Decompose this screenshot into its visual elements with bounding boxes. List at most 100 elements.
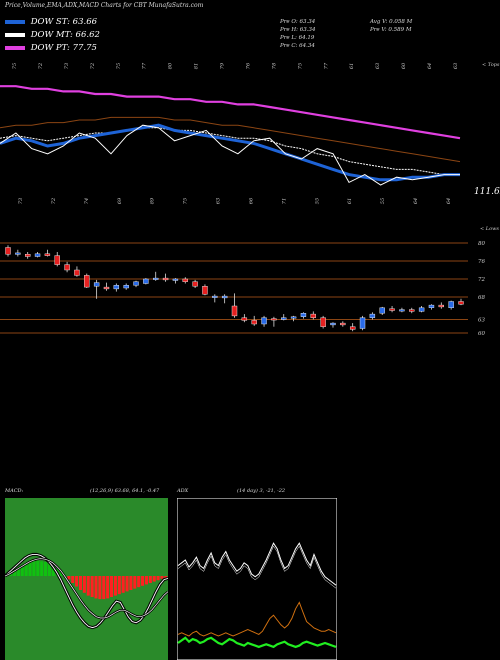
legend-swatch-pt: [5, 45, 25, 50]
macd-hist-bar: [71, 576, 75, 583]
ema-bottom-tick: 55: [314, 198, 320, 204]
candle-body: [241, 317, 248, 321]
candle-body: [251, 320, 257, 325]
candle-body: [418, 307, 425, 312]
ema-top-tick: 63: [375, 63, 381, 69]
macd-hist-bar: [117, 576, 121, 595]
ema-bottom-tick: 55: [380, 198, 386, 204]
macd-hist-bar: [28, 562, 32, 576]
chart-title: Price,Volume,EMA,ADX,MACD Charts for CBT…: [5, 2, 204, 9]
price-y-tick-labels: 80 76 72 68 63 60: [478, 241, 485, 337]
macd-hist-bar: [59, 572, 63, 576]
ema-line-lt: [0, 116, 461, 163]
adx-line: [177, 542, 337, 586]
ema-bottom-tick: 72: [51, 198, 57, 204]
ema-bottom-tick: 71: [281, 198, 287, 204]
candle-body: [330, 322, 336, 326]
candle-body: [261, 317, 267, 325]
macd-hist-bar: [156, 576, 160, 581]
macd-hist-bar: [94, 576, 98, 599]
candle-body: [458, 301, 464, 305]
legend-swatch-mt: [5, 32, 25, 37]
ema-corner-label: < Tops: [482, 62, 500, 68]
candle-body: [44, 253, 51, 256]
candle-body: [133, 281, 139, 286]
candle-body: [103, 286, 110, 290]
adx-lines: [177, 542, 337, 649]
ema-series: [0, 85, 461, 186]
ema-bottom-tick: 69: [117, 197, 123, 204]
macd-hist-bar: [98, 576, 102, 600]
candle-body: [271, 318, 277, 321]
candle-body: [409, 309, 415, 312]
candle-body: [54, 255, 60, 265]
legend-label-mt: DOW MT: 66.62: [30, 30, 100, 40]
candle-body: [369, 313, 376, 318]
ema-top-tick: 63: [453, 63, 459, 69]
candle-body: [281, 317, 287, 320]
candle-body: [5, 247, 11, 255]
legend-label-pt: DOW PT: 77.75: [30, 43, 97, 53]
adx-line-echo: [177, 545, 337, 589]
candle-body: [34, 253, 41, 257]
plus-di-line: [177, 636, 337, 649]
ema-top-tick: 72: [38, 63, 44, 69]
candle-body: [212, 295, 218, 298]
macd-hist-bar: [148, 576, 152, 583]
legend-swatch-st: [5, 19, 25, 24]
macd-hist-bar: [129, 576, 133, 590]
macd-hist-bar: [109, 576, 114, 597]
macd-line: [5, 553, 168, 629]
macd-hist-bar: [102, 576, 106, 600]
candle-body: [310, 313, 316, 318]
macd-lines: [5, 552, 168, 630]
macd-hist-bar: [47, 563, 51, 576]
ema-bottom-tick: 66: [248, 197, 254, 204]
ema-line-close: [0, 124, 460, 186]
candle-body: [448, 301, 454, 309]
candle-body: [113, 285, 120, 290]
macd-background: [5, 498, 168, 660]
ema-bottom-tick: 89: [150, 197, 156, 204]
candle-body: [15, 252, 21, 255]
macd-hist-bar: [24, 563, 28, 576]
candle-body: [123, 285, 129, 289]
adx-chart: [177, 498, 337, 660]
ema-top-tick: 60: [401, 62, 407, 69]
macd-hist-bar: [82, 576, 86, 593]
candle-body: [359, 317, 366, 329]
macd-hist-bar: [40, 561, 44, 576]
price-y-tick: 80: [478, 241, 485, 247]
candle-body: [143, 278, 149, 284]
ema-top-tick: 77: [142, 62, 148, 69]
ema-top-tick: 73: [64, 63, 70, 69]
ema-top-tick: 80: [168, 62, 174, 69]
macd-title: MACD:: [5, 488, 24, 494]
macd-histogram: [5, 560, 168, 600]
ema-top-tick: 75: [297, 63, 303, 69]
minus-di-line: [177, 601, 337, 637]
legend-label-st: DOW ST: 63.66: [30, 17, 98, 27]
macd-hist-bar: [106, 576, 110, 599]
price-chart: 80 76 72 68 63 60: [0, 241, 485, 337]
candle-body: [399, 309, 405, 312]
macd-hist-bar: [44, 562, 48, 576]
candle-body: [349, 326, 356, 330]
ema-top-tick: 75: [12, 63, 18, 69]
candle-body: [438, 304, 445, 308]
candle-body: [290, 316, 297, 319]
candle-body: [202, 285, 208, 295]
candle-body: [74, 269, 80, 276]
stat-open: Pre O: 63.34: [280, 19, 316, 25]
macd-hist-bar: [133, 576, 137, 589]
macd-hist-bar: [90, 576, 94, 597]
ema-line-pt: [0, 85, 461, 140]
ema-bottom-tick: 61: [347, 198, 353, 204]
macd-hist-bar: [152, 576, 156, 582]
macd-values: (12,26,9) 63.68, 64.1, -0.47: [90, 488, 160, 494]
ema-chart: 75 72 73 72 75 77 80 81 79 76 78 75 77 61 63 60 64 63 73 7…: [0, 62, 461, 204]
macd-hist-bar: [67, 576, 71, 580]
macd-hist-bar: [51, 565, 55, 576]
macd-hist-bar: [12, 569, 17, 576]
ema-bottom-tick: 64: [446, 198, 452, 204]
